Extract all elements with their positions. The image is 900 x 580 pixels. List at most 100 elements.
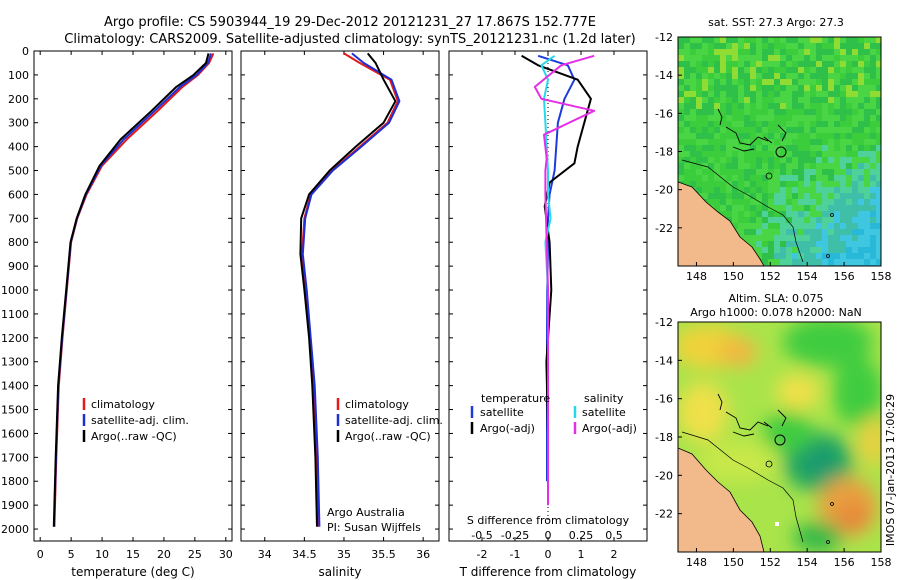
sst-cell — [762, 73, 768, 79]
sst-cell — [876, 151, 881, 157]
sst-cell — [816, 43, 822, 49]
sst-cell — [792, 145, 798, 151]
sst-cell — [828, 199, 834, 205]
sst-cell — [792, 241, 798, 247]
sst-cell — [834, 73, 840, 79]
map-x-tick-label: 152 — [760, 270, 781, 283]
sst-cell — [690, 43, 696, 49]
sst-cell — [852, 175, 858, 181]
sst-cell — [756, 139, 762, 145]
sst-cell — [798, 73, 804, 79]
sst-cell — [864, 61, 870, 67]
sst-cell — [816, 223, 822, 229]
temperature-plot-frame — [33, 50, 233, 542]
sst-cell — [870, 67, 876, 73]
sst-cell — [804, 241, 810, 247]
sst-cell — [750, 151, 756, 157]
sst-cell — [840, 133, 846, 139]
sst-map-title: sat. SST: 27.3 Argo: 27.3 — [708, 16, 844, 29]
sst-cell — [744, 55, 750, 61]
sst-cell — [828, 241, 834, 247]
map-y-tick-label: -12 — [655, 316, 673, 329]
sst-cell — [810, 91, 816, 97]
sst-cell — [876, 253, 881, 259]
diff-series-s-argo-adj- — [533, 54, 596, 506]
sst-cell — [810, 55, 816, 61]
sst-cell — [804, 79, 810, 85]
sst-cell — [828, 85, 834, 91]
t-diff-tick-label: -1 — [510, 548, 521, 561]
sst-cell — [816, 97, 822, 103]
sst-cell — [714, 187, 720, 193]
sst-cell — [810, 133, 816, 139]
map-y-tick-label: -12 — [655, 31, 673, 44]
sst-cell — [744, 73, 750, 79]
sst-cell — [858, 91, 864, 97]
sst-cell — [840, 49, 846, 55]
sst-cell — [768, 241, 774, 247]
sst-cell — [846, 61, 852, 67]
sst-cell — [816, 91, 822, 97]
sst-cell — [816, 109, 822, 115]
sst-cell — [774, 37, 780, 43]
sst-cell — [810, 43, 816, 49]
sst-cell — [822, 175, 828, 181]
sst-cell — [852, 43, 858, 49]
sst-cell — [678, 163, 684, 169]
sst-cell — [840, 217, 846, 223]
sst-cell — [816, 145, 822, 151]
sal-legend-satellite: satellite-adj. clim. — [345, 414, 443, 427]
map-x-tick-label: 150 — [723, 270, 744, 283]
sst-cell — [744, 139, 750, 145]
sst-cell — [774, 157, 780, 163]
sst-cell — [678, 67, 684, 73]
sst-cell — [804, 223, 810, 229]
sst-cell — [846, 157, 852, 163]
sst-cell — [876, 157, 881, 163]
sst-cell — [864, 49, 870, 55]
sst-cell — [708, 199, 714, 205]
sst-cell — [726, 145, 732, 151]
sst-cell — [840, 79, 846, 85]
sst-cell — [780, 199, 786, 205]
sst-cell — [786, 241, 792, 247]
sst-cell — [810, 151, 816, 157]
sst-cell — [678, 55, 684, 61]
sst-cell — [786, 151, 792, 157]
sst-cell — [828, 37, 834, 43]
sst-cell — [780, 211, 786, 217]
sst-cell — [798, 157, 804, 163]
t-diff-tick-label: 0 — [545, 548, 552, 561]
sst-cell — [864, 229, 870, 235]
sst-cell — [828, 67, 834, 73]
sst-islet-mark — [826, 254, 830, 258]
difference-ticks: -2 -1 0 1 2 — [449, 50, 647, 561]
sst-cell — [870, 187, 876, 193]
sst-cell — [876, 67, 881, 73]
sst-cell — [864, 151, 870, 157]
sst-cell — [738, 79, 744, 85]
sst-cell — [792, 193, 798, 199]
sst-cell — [858, 97, 864, 103]
sst-cell — [816, 217, 822, 223]
sst-cell — [876, 193, 881, 199]
s-diff-tick-label: 0.5 — [605, 529, 623, 542]
sst-cell — [828, 247, 834, 253]
sst-cell — [690, 37, 696, 43]
sst-cell — [690, 109, 696, 115]
sst-cell — [678, 121, 684, 127]
sst-cell — [726, 115, 732, 121]
sst-cell — [864, 175, 870, 181]
sst-cell — [840, 115, 846, 121]
sst-cell — [738, 157, 744, 163]
sst-cell — [702, 43, 708, 49]
sst-cell — [804, 109, 810, 115]
sst-cell — [798, 247, 804, 253]
sst-cell — [810, 181, 816, 187]
sst-cell — [840, 127, 846, 133]
sst-cell — [750, 145, 756, 151]
sst-cell — [876, 85, 881, 91]
sst-cell — [780, 37, 786, 43]
sst-cell — [726, 187, 732, 193]
sst-cell — [720, 73, 726, 79]
